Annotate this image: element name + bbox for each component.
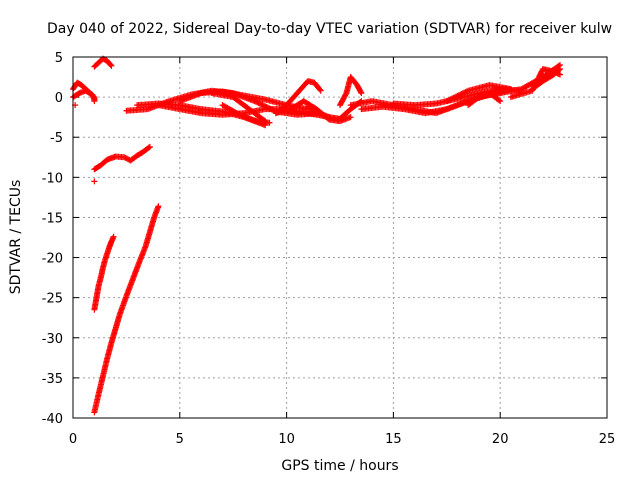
data-point <box>358 90 365 97</box>
data-point <box>447 96 454 103</box>
x-tick-label: 15 <box>385 432 402 447</box>
data-point <box>146 143 153 150</box>
data-point <box>451 94 458 101</box>
data-point <box>317 87 324 94</box>
data-point <box>555 66 562 73</box>
data-point <box>462 88 469 95</box>
data-point <box>357 88 364 95</box>
data-point <box>252 98 259 105</box>
data-point <box>445 97 452 104</box>
y-tick-label: 5 <box>55 51 63 66</box>
data-point <box>316 86 323 93</box>
x-tick-label: 25 <box>599 432 616 447</box>
y-tick-label: -20 <box>42 252 63 267</box>
y-axis-label: SDTVAR / TECUs <box>8 180 24 295</box>
data-point <box>497 98 504 105</box>
x-tick-label: 5 <box>176 432 184 447</box>
data-point <box>461 89 468 96</box>
data-point <box>110 233 117 240</box>
data-point <box>463 88 470 95</box>
plot-frame <box>72 56 608 419</box>
data-point <box>459 90 466 97</box>
data-point <box>557 71 564 78</box>
y-tick-label: -30 <box>42 332 63 347</box>
data-point <box>266 119 273 126</box>
data-point <box>145 144 152 151</box>
data-point <box>454 92 461 99</box>
data-point <box>258 101 265 108</box>
data-point <box>557 66 564 73</box>
data-point <box>443 98 450 105</box>
y-tick-label: -5 <box>50 131 63 146</box>
data-point <box>458 90 465 97</box>
data-point <box>155 203 162 210</box>
data-points <box>70 55 564 416</box>
y-tick-label: -40 <box>42 412 63 427</box>
data-point <box>91 178 98 185</box>
y-tick-label: -35 <box>42 372 63 387</box>
data-point <box>251 98 258 105</box>
data-point <box>347 114 354 121</box>
data-point <box>256 100 263 107</box>
data-point <box>453 93 460 100</box>
y-tick-label: -25 <box>42 292 63 307</box>
y-tick-label: 0 <box>55 91 63 106</box>
data-point <box>91 96 98 103</box>
data-point <box>496 97 503 104</box>
y-tick-label: -15 <box>42 211 63 226</box>
data-point <box>450 94 457 101</box>
grid-lines <box>73 57 607 418</box>
data-point <box>449 95 456 102</box>
data-point <box>107 61 114 68</box>
data-point <box>108 62 115 69</box>
data-point <box>455 92 462 99</box>
x-tick-label: 20 <box>492 432 509 447</box>
data-point <box>446 96 453 103</box>
x-axis-label: GPS time / hours <box>281 458 398 474</box>
x-tick-label: 0 <box>69 432 77 447</box>
y-tick-label: -10 <box>42 171 63 186</box>
x-tick-label: 10 <box>278 432 295 447</box>
data-point <box>457 91 464 98</box>
chart-title: Day 040 of 2022, Sidereal Day-to-day VTE… <box>47 21 612 37</box>
